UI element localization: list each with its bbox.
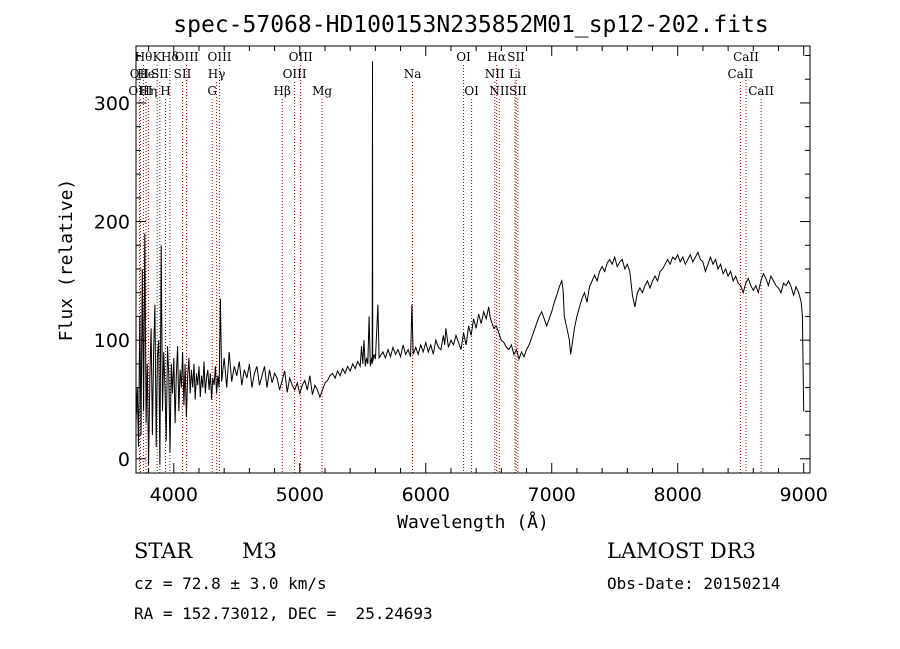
y-tick-label: 100 [94,330,130,352]
x-tick-label: 8000 [654,484,702,506]
y-axis-ticks: 0 100 200 300 [94,54,810,471]
spectral-line-markers [138,65,762,473]
x-axis-ticks: 4000 5000 6000 7000 8000 9000 [148,46,828,506]
y-axis-label: Flux (relative) [56,179,77,342]
line-label-13: OIII [207,50,231,64]
line-label-8: Hδ [161,50,179,64]
line-label-22: Hα [487,50,506,64]
x-tick-label: 6000 [402,484,450,506]
spectrum-series-line [135,61,805,465]
line-label-23: NII [489,84,509,98]
line-label-16: OIII [289,50,313,64]
line-label-17: Mg [312,84,332,98]
redshift-value: cz = 72.8 ± 3.0 km/s [134,574,327,593]
line-label-0: OII [130,67,150,81]
line-label-27: CaII [728,67,754,81]
y-tick-label: 200 [94,212,130,234]
line-label-15: OIII [283,67,307,81]
line-label-19: OI [456,50,471,64]
observation-date: Obs-Date: 20150214 [607,574,781,593]
object-class: STAR [134,539,193,563]
line-label-6: SII [151,67,169,81]
x-tick-label: 7000 [528,484,576,506]
line-label-24: Li [509,67,521,81]
line-label-11: G [207,84,217,98]
coordinates: RA = 152.73012, DEC = 25.24693 [134,604,433,623]
line-label-29: CaII [748,84,774,98]
line-label-25: SII [507,50,525,64]
x-tick-label: 4000 [150,484,198,506]
x-tick-label: 9000 [780,484,828,506]
chart-title: spec-57068-HD100153N235852M01_sp12-202.f… [173,12,768,38]
plot-frame [135,45,811,474]
line-label-21: NII [485,67,505,81]
spectral-line-labels: OII OIII Hθ He Hη K SII H Hδ SII OIII G Hγ OIII Hβ OIII… [128,50,774,98]
line-label-5: K [153,50,163,64]
line-label-28: CaII [733,50,759,64]
line-label-1: OIII [128,84,152,98]
line-label-3: He [137,67,155,81]
survey-name: LAMOST DR3 [607,539,756,563]
y-tick-label: 300 [94,93,130,115]
line-label-9: SII [174,67,192,81]
line-label-20: OI [464,84,479,98]
line-label-2: Hθ [135,50,153,64]
line-label-4: Hη [140,84,158,98]
x-tick-label: 5000 [276,484,324,506]
line-label-12: Hγ [208,67,226,81]
x-axis-label: Wavelength (Å) [397,511,549,533]
line-label-18: Na [404,67,422,81]
line-label-26: SII [509,84,527,98]
line-label-14: Hβ [274,84,291,98]
y-tick-label: 0 [118,449,130,471]
line-label-10: OIII [175,50,199,64]
object-subclass: M3 [242,539,277,563]
line-label-7: H [160,84,170,98]
